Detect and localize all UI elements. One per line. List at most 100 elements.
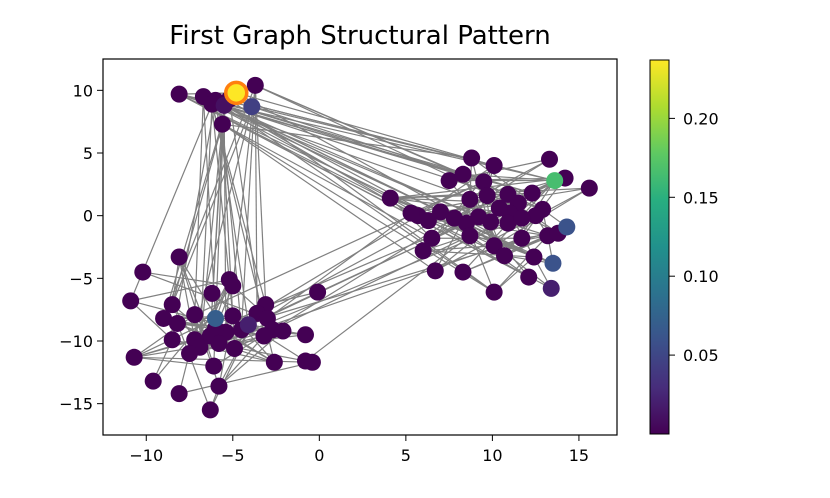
graph-node [155, 309, 173, 327]
graph-edge [199, 104, 213, 348]
graph-node [475, 173, 493, 191]
graph-node [558, 218, 576, 236]
graph-node [454, 165, 472, 183]
graph-node [134, 263, 152, 281]
graph-node [541, 150, 559, 168]
graph-node [206, 309, 224, 327]
graph-edge [194, 96, 204, 315]
graph-node [246, 76, 264, 94]
graph-node [513, 229, 531, 247]
y-tick-label: 0 [83, 207, 93, 226]
graph-node [461, 190, 479, 208]
graph-node [243, 98, 261, 116]
graph-edge [134, 356, 214, 367]
graph-edge [423, 245, 495, 252]
graph-node [445, 209, 463, 227]
graph-node [485, 157, 503, 175]
graph-node [144, 372, 162, 390]
graph-node [546, 172, 564, 190]
graph-node [181, 345, 199, 363]
x-tick-label: 0 [314, 446, 324, 465]
graph-node [423, 229, 441, 247]
highlighted-node [224, 80, 249, 106]
chart-title: First Graph Structural Pattern [169, 21, 550, 51]
graph-edge [223, 104, 484, 183]
graph-node [478, 187, 496, 205]
graph-node [168, 314, 186, 332]
y-tick-label: −15 [59, 395, 93, 414]
graph-edge [211, 103, 391, 199]
graph-edge [218, 335, 265, 387]
y-axis: 10 5 0 −5 −10 −15 [59, 81, 103, 414]
graph-edge [162, 98, 230, 319]
plot-area [122, 76, 598, 419]
graph-edge [130, 300, 173, 341]
colorbar-tick-label: 0.20 [683, 109, 719, 128]
graph-node [499, 214, 517, 232]
graph-edge [171, 100, 217, 340]
graph-edge [211, 103, 467, 224]
graph-edge [267, 212, 412, 319]
graph-edge [493, 256, 535, 293]
graph-edge [462, 222, 509, 273]
x-tick-label: 5 [401, 446, 411, 465]
colorbar-gradient [649, 59, 670, 435]
graph-node [544, 254, 562, 272]
graph-node [303, 353, 321, 371]
graph-edge [236, 92, 495, 167]
graph-edge [390, 197, 510, 214]
graph-node [490, 199, 508, 217]
colorbar-tick-label: 0.15 [683, 188, 719, 207]
y-tick-label: 5 [83, 144, 93, 163]
graph-node [296, 326, 314, 344]
colorbar: 0.05 0.10 0.15 0.20 [649, 59, 719, 435]
x-axis: −10 −5 0 5 10 15 [129, 435, 589, 465]
graph-node [431, 203, 449, 221]
graph-edge [222, 123, 436, 272]
graph-node [463, 149, 481, 167]
graph-edge [462, 173, 533, 194]
plot-frame [102, 58, 618, 436]
edges [130, 84, 590, 411]
graph-node [201, 401, 219, 419]
graph-node [239, 316, 257, 334]
graph-node [203, 284, 221, 302]
graph-edge [272, 235, 471, 331]
y-tick-label: 10 [73, 81, 93, 100]
graph-edge [218, 330, 284, 387]
graph-node [163, 296, 181, 314]
graph-edge [179, 361, 313, 395]
graph-node [255, 327, 273, 345]
graph-node [186, 306, 204, 324]
graph-node [485, 283, 503, 301]
graph-edge [130, 279, 230, 302]
graph-edge [390, 177, 566, 199]
graph-edge [254, 85, 258, 314]
colorbar-ticks: 0.05 0.10 0.15 0.20 [669, 109, 719, 365]
graph-node [309, 283, 327, 301]
graph-edge [265, 291, 318, 306]
x-tick-label: −10 [129, 446, 163, 465]
graph-edge [178, 93, 530, 278]
graph-node [122, 292, 140, 310]
graph-node [125, 348, 143, 366]
colorbar-tick-label: 0.05 [683, 346, 719, 365]
nodes [122, 76, 598, 419]
graph-edge [229, 98, 495, 167]
graph-node [580, 179, 598, 197]
colorbar-tick-label: 0.10 [683, 267, 719, 286]
graph-edge [493, 235, 549, 293]
x-tick-label: 10 [482, 446, 502, 465]
y-tick-label: −10 [59, 332, 93, 351]
graph-node [224, 277, 242, 295]
graph-edge [305, 235, 471, 362]
graph-node [461, 227, 479, 245]
graph-node [213, 115, 231, 133]
graph-node [210, 377, 228, 395]
graph-node [527, 207, 545, 225]
graph-node [224, 307, 242, 325]
graph-node [542, 279, 560, 297]
graph-node [381, 189, 399, 207]
graph-node [426, 262, 444, 280]
